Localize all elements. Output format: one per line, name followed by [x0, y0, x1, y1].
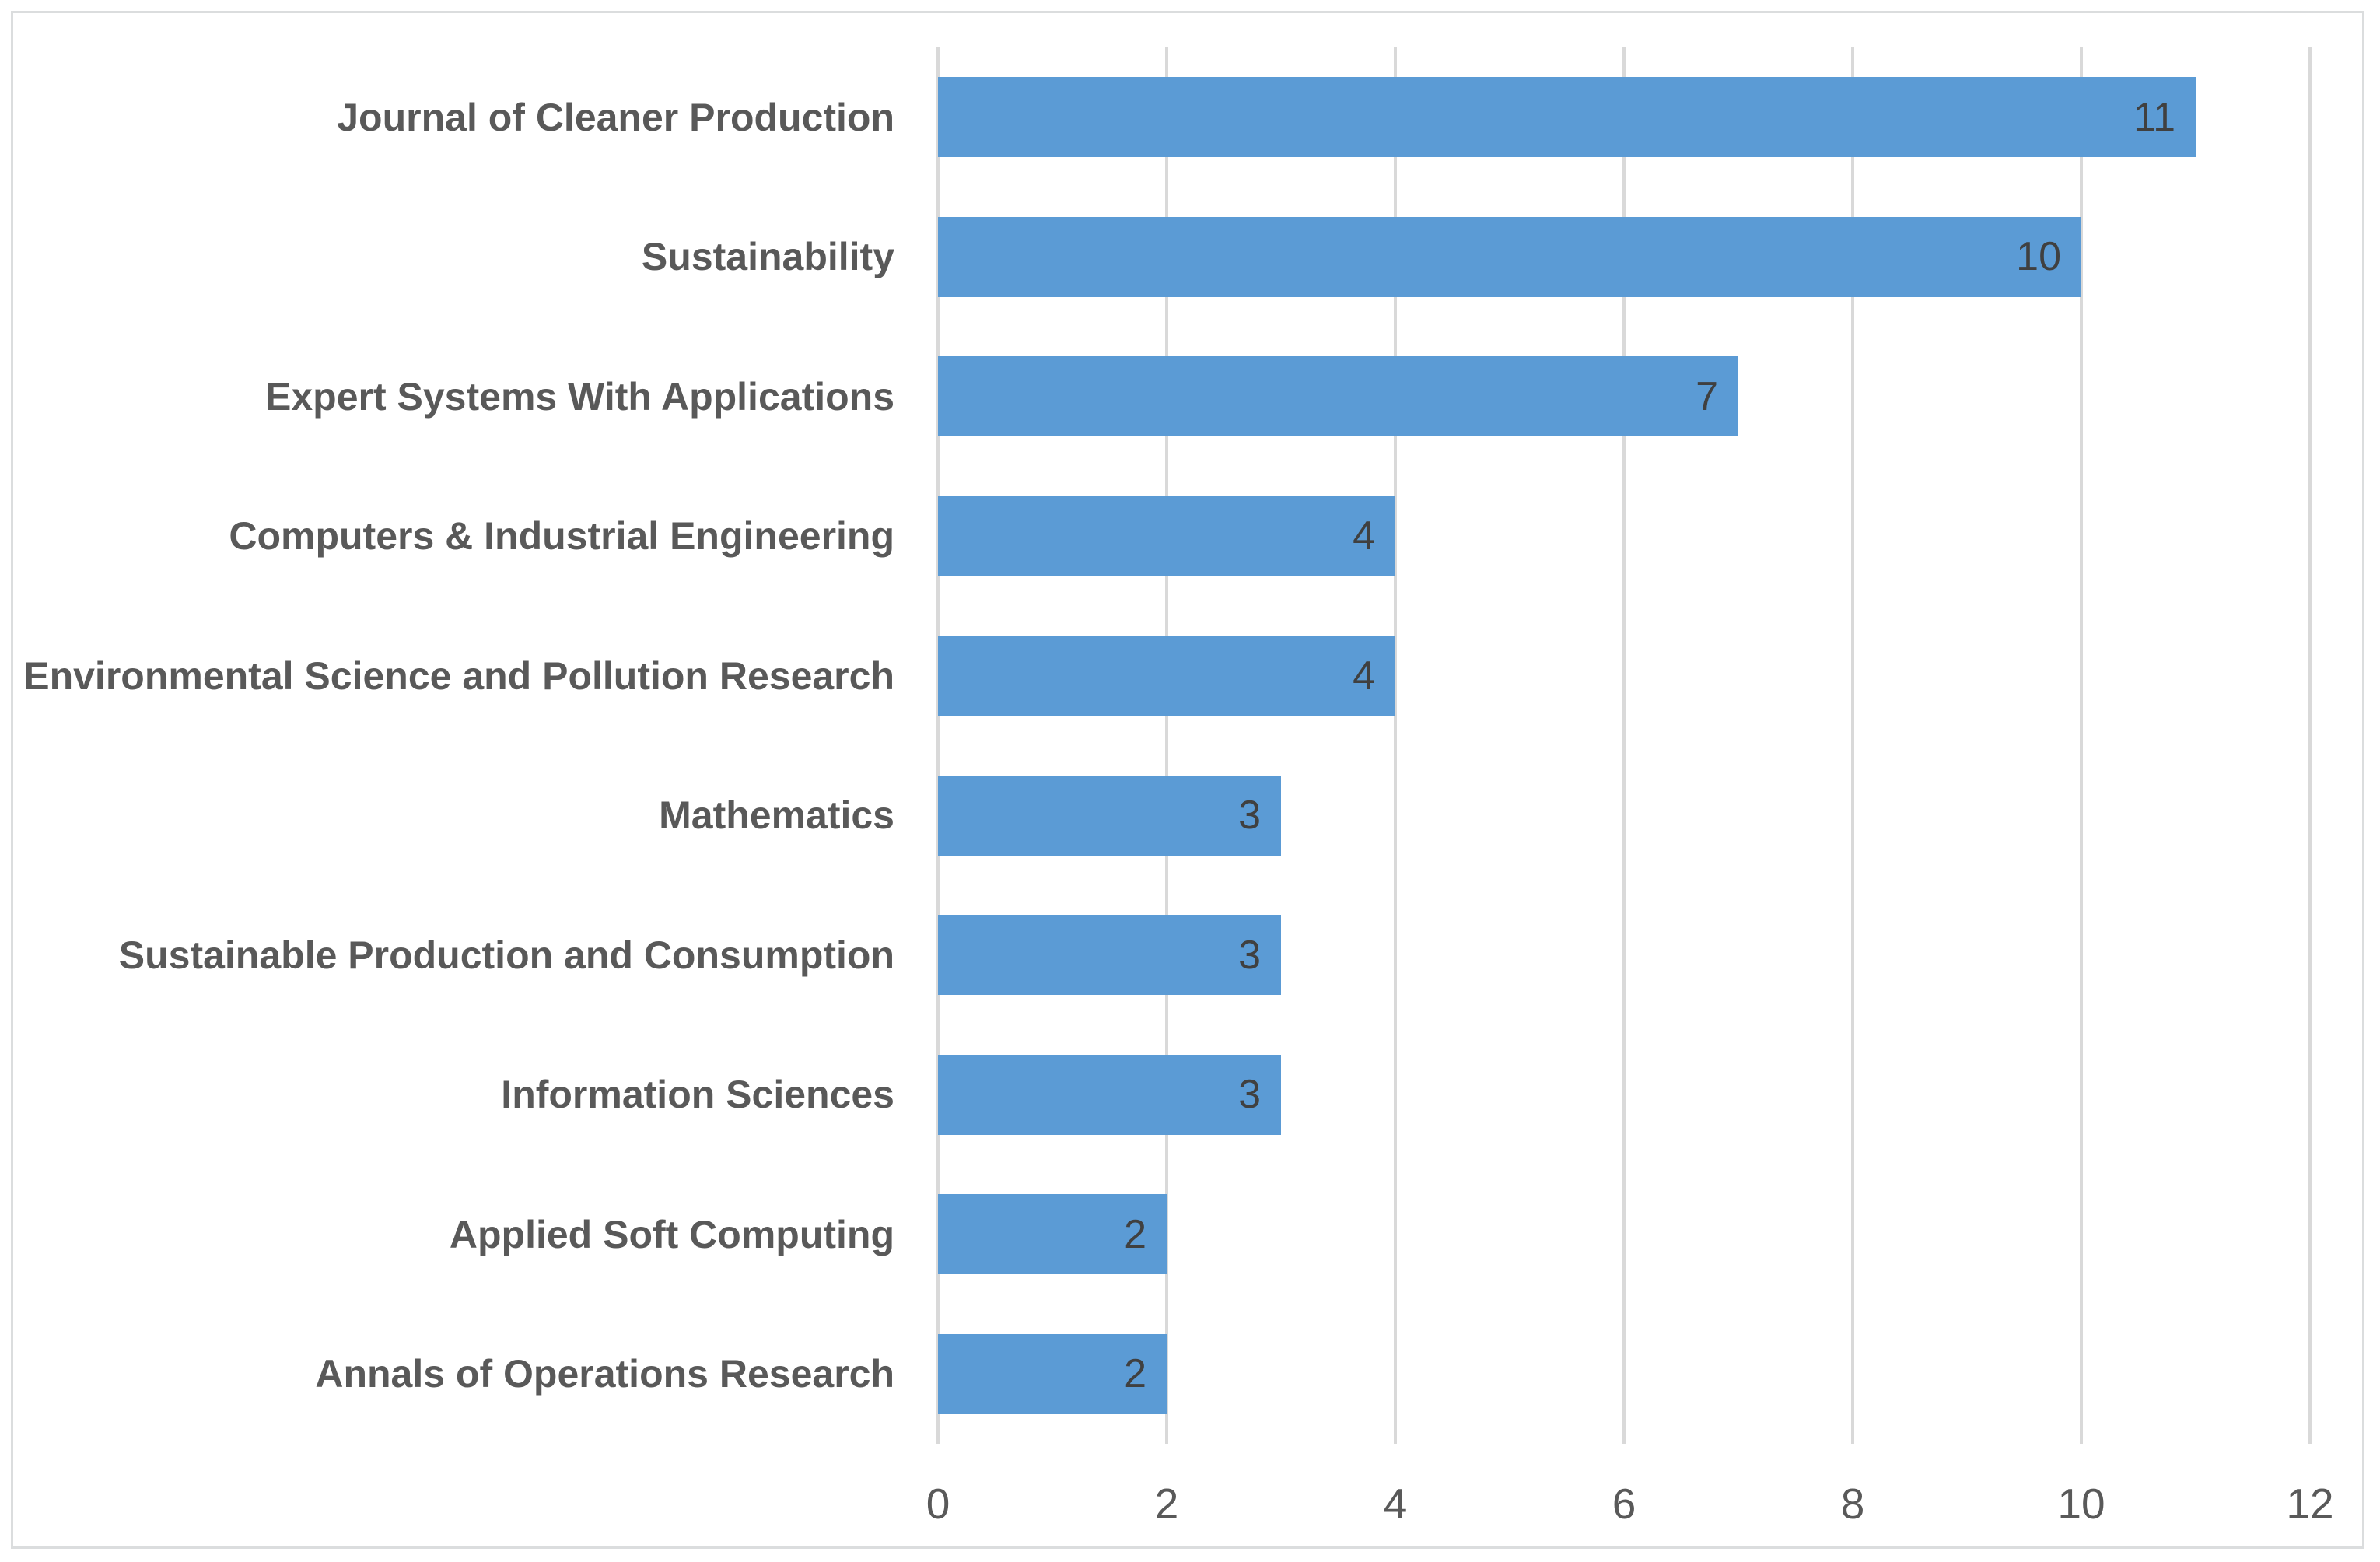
x-axis-tick-label: 0	[926, 1480, 950, 1528]
x-axis-tick-label: 4	[1383, 1480, 1408, 1528]
bar: 10	[938, 216, 2081, 297]
gridline	[1394, 47, 1397, 1444]
bar-value-label: 2	[1124, 1211, 1146, 1257]
x-axis-tick-label: 2	[1154, 1480, 1179, 1528]
x-axis-tick-label: 6	[1612, 1480, 1636, 1528]
x-axis-tick-label: 10	[2057, 1480, 2105, 1528]
category-label: Expert Systems With Applications	[265, 374, 894, 419]
category-label: Sustainable Production and Consumption	[118, 933, 894, 977]
x-axis-tick-label: 8	[1840, 1480, 1865, 1528]
category-label: Journal of Cleaner Production	[337, 95, 894, 139]
category-label: Information Sciences	[501, 1073, 894, 1117]
bar: 4	[938, 636, 1395, 716]
category-label: Annals of Operations Research	[315, 1352, 894, 1396]
category-label: Mathematics	[659, 793, 894, 838]
bar-value-label: 4	[1353, 513, 1375, 559]
gridline	[1165, 47, 1168, 1444]
bar-value-label: 4	[1353, 653, 1375, 699]
gridline	[936, 47, 940, 1444]
bar-value-label: 10	[2016, 234, 2061, 280]
x-axis-tick-label: 12	[2286, 1480, 2334, 1528]
bar: 2	[938, 1194, 1167, 1275]
bar-value-label: 7	[1696, 373, 1718, 419]
bar-value-label: 3	[1238, 1072, 1261, 1118]
bar: 3	[938, 915, 1281, 996]
bar: 3	[938, 1054, 1281, 1135]
bar-value-label: 3	[1238, 793, 1261, 839]
category-label: Applied Soft Computing	[449, 1212, 894, 1256]
bar: 11	[938, 77, 2196, 158]
gridline	[2080, 47, 2083, 1444]
bar-value-label: 2	[1124, 1351, 1146, 1397]
bar-value-label: 3	[1238, 932, 1261, 978]
gridline	[1851, 47, 1854, 1444]
gridline	[1622, 47, 1626, 1444]
plot-area: 11 10 7 4 4 3 3 3 2 2	[936, 47, 2312, 1444]
bar: 3	[938, 775, 1281, 856]
bar: 2	[938, 1333, 1167, 1414]
bar: 7	[938, 356, 1738, 437]
bar: 4	[938, 496, 1395, 576]
category-label: Sustainability	[641, 235, 894, 279]
chart-frame: 11 10 7 4 4 3 3 3 2 2 0 2 4 6 8 10 12 Journal of Cleaner…	[11, 11, 2364, 1549]
bar-value-label: 11	[2133, 94, 2175, 140]
category-label: Environmental Science and Pollution Rese…	[23, 653, 894, 698]
category-label: Computers & Industrial Engineering	[229, 514, 894, 559]
gridline	[2308, 47, 2312, 1444]
